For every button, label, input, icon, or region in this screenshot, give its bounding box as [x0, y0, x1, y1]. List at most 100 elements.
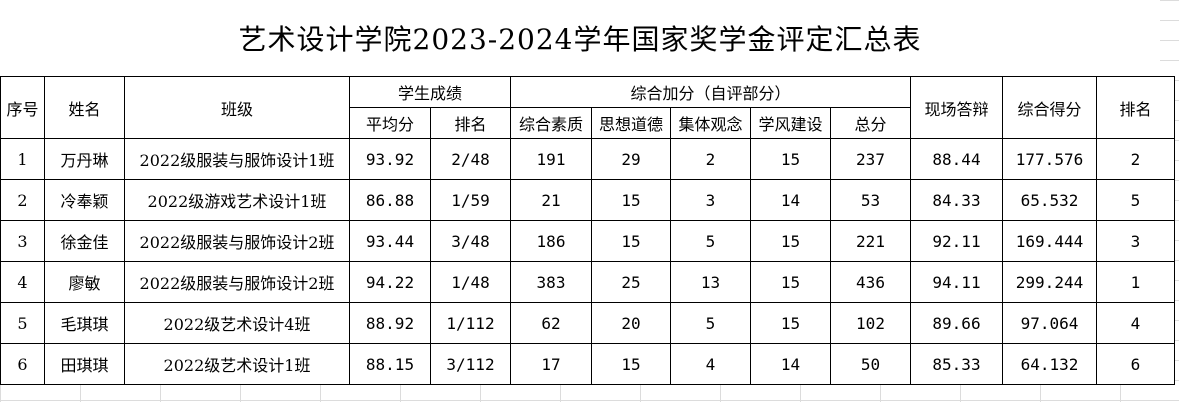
cell-quality[interactable]: 21 [510, 179, 592, 221]
cell-collective[interactable]: 5 [670, 220, 751, 262]
header-bonus-total[interactable]: 总分 [830, 107, 911, 139]
cell-avg-score[interactable]: 88.92 [349, 302, 431, 344]
cell-defense[interactable]: 94.11 [910, 261, 1003, 303]
cell-defense[interactable]: 92.11 [910, 220, 1003, 262]
cell-class[interactable]: 2022级游戏艺术设计1班 [124, 179, 350, 221]
cell-collective[interactable]: 3 [670, 179, 751, 221]
cell-composite[interactable]: 177.576 [1002, 138, 1097, 180]
header-ideology[interactable]: 思想道德 [591, 107, 671, 139]
header-avg-score[interactable]: 平均分 [349, 107, 431, 139]
header-grade-rank[interactable]: 排名 [430, 107, 511, 139]
cell-grade-rank[interactable]: 2/48 [430, 138, 511, 180]
table-row: 2 冷奉颖 2022级游戏艺术设计1班 86.88 1/59 21 15 3 14 53 84.33… [0, 179, 1175, 221]
cell-name[interactable]: 毛琪琪 [44, 302, 125, 344]
cell-avg-score[interactable]: 86.88 [349, 179, 431, 221]
cell-name[interactable]: 徐金佳 [44, 220, 125, 262]
cell-final-rank[interactable]: 4 [1096, 302, 1175, 344]
cell-collective[interactable]: 2 [670, 138, 751, 180]
header-grades-group[interactable]: 学生成绩 [349, 76, 511, 108]
cell-final-rank[interactable]: 5 [1096, 179, 1175, 221]
cell-class[interactable]: 2022级服装与服饰设计1班 [124, 138, 350, 180]
header-seq[interactable]: 序号 [0, 76, 45, 139]
cell-bonus-total[interactable]: 53 [830, 179, 911, 221]
cell-grade-rank[interactable]: 1/48 [430, 261, 511, 303]
cell-grade-rank[interactable]: 1/59 [430, 179, 511, 221]
cell-seq[interactable]: 1 [0, 138, 45, 180]
cell-ideology[interactable]: 25 [591, 261, 671, 303]
cell-study-style[interactable]: 15 [750, 302, 831, 344]
cell-ideology[interactable]: 15 [591, 179, 671, 221]
cell-study-style[interactable]: 14 [750, 179, 831, 221]
cell-collective[interactable]: 13 [670, 261, 751, 303]
cell-grade-rank[interactable]: 1/112 [430, 302, 511, 344]
cell-avg-score[interactable]: 93.92 [349, 138, 431, 180]
cell-composite[interactable]: 65.532 [1002, 179, 1097, 221]
header-final-rank[interactable]: 排名 [1096, 76, 1175, 139]
cell-quality[interactable]: 17 [510, 343, 592, 385]
cell-name[interactable]: 冷奉颖 [44, 179, 125, 221]
cell-quality[interactable]: 383 [510, 261, 592, 303]
cell-avg-score[interactable]: 93.44 [349, 220, 431, 262]
cell-quality[interactable]: 62 [510, 302, 592, 344]
cell-avg-score[interactable]: 88.15 [349, 343, 431, 385]
cell-collective[interactable]: 4 [670, 343, 751, 385]
table-row: 5 毛琪琪 2022级艺术设计4班 88.92 1/112 62 20 5 15 102 89.66… [0, 302, 1175, 344]
cell-seq[interactable]: 4 [0, 261, 45, 303]
cell-grade-rank[interactable]: 3/48 [430, 220, 511, 262]
table-row: 3 徐金佳 2022级服装与服饰设计2班 93.44 3/48 186 15 5 15 221 92… [0, 220, 1175, 262]
cell-composite[interactable]: 299.244 [1002, 261, 1097, 303]
cell-study-style[interactable]: 15 [750, 220, 831, 262]
cell-composite[interactable]: 169.444 [1002, 220, 1097, 262]
cell-quality[interactable]: 191 [510, 138, 592, 180]
cell-study-style[interactable]: 15 [750, 261, 831, 303]
cell-collective[interactable]: 5 [670, 302, 751, 344]
cell-defense[interactable]: 88.44 [910, 138, 1003, 180]
cell-seq[interactable]: 6 [0, 343, 45, 385]
cell-final-rank[interactable]: 3 [1096, 220, 1175, 262]
cell-ideology[interactable]: 15 [591, 343, 671, 385]
sheet-title: 艺术设计学院2023-2024学年国家奖学金评定汇总表 [0, 0, 1160, 76]
cell-ideology[interactable]: 15 [591, 220, 671, 262]
cell-study-style[interactable]: 15 [750, 138, 831, 180]
cell-bonus-total[interactable]: 237 [830, 138, 911, 180]
cell-name[interactable]: 廖敏 [44, 261, 125, 303]
cell-bonus-total[interactable]: 102 [830, 302, 911, 344]
header-study-style[interactable]: 学风建设 [750, 107, 831, 139]
cell-class[interactable]: 2022级艺术设计4班 [124, 302, 350, 344]
cell-composite[interactable]: 97.064 [1002, 302, 1097, 344]
cell-seq[interactable]: 2 [0, 179, 45, 221]
table-row: 4 廖敏 2022级服装与服饰设计2班 94.22 1/48 383 25 13 15 436 94… [0, 261, 1175, 303]
header-name[interactable]: 姓名 [44, 76, 125, 139]
cell-seq[interactable]: 3 [0, 220, 45, 262]
cell-name[interactable]: 田琪琪 [44, 343, 125, 385]
cell-composite[interactable]: 64.132 [1002, 343, 1097, 385]
cell-study-style[interactable]: 14 [750, 343, 831, 385]
cell-seq[interactable]: 5 [0, 302, 45, 344]
cell-avg-score[interactable]: 94.22 [349, 261, 431, 303]
header-composite[interactable]: 综合得分 [1002, 76, 1097, 139]
cell-final-rank[interactable]: 2 [1096, 138, 1175, 180]
cell-defense[interactable]: 84.33 [910, 179, 1003, 221]
header-defense[interactable]: 现场答辩 [910, 76, 1003, 139]
cell-class[interactable]: 2022级艺术设计1班 [124, 343, 350, 385]
cell-class[interactable]: 2022级服装与服饰设计2班 [124, 261, 350, 303]
header-quality[interactable]: 综合素质 [510, 107, 592, 139]
cell-final-rank[interactable]: 6 [1096, 343, 1175, 385]
cell-ideology[interactable]: 29 [591, 138, 671, 180]
cell-final-rank[interactable]: 1 [1096, 261, 1175, 303]
cell-class[interactable]: 2022级服装与服饰设计2班 [124, 220, 350, 262]
cell-quality[interactable]: 186 [510, 220, 592, 262]
cell-grade-rank[interactable]: 3/112 [430, 343, 511, 385]
header-bonus-group[interactable]: 综合加分（自评部分） [510, 76, 911, 108]
cell-ideology[interactable]: 20 [591, 302, 671, 344]
scholarship-table: 序号 姓名 班级 学生成绩 综合加分（自评部分） 现场答辩 综合得分 排名 平均… [0, 76, 1175, 385]
cell-bonus-total[interactable]: 50 [830, 343, 911, 385]
table-row: 1 万丹琳 2022级服装与服饰设计1班 93.92 2/48 191 29 2 15 237 88… [0, 138, 1175, 180]
cell-bonus-total[interactable]: 221 [830, 220, 911, 262]
header-collective[interactable]: 集体观念 [670, 107, 751, 139]
header-class[interactable]: 班级 [124, 76, 350, 139]
cell-defense[interactable]: 89.66 [910, 302, 1003, 344]
cell-defense[interactable]: 85.33 [910, 343, 1003, 385]
cell-bonus-total[interactable]: 436 [830, 261, 911, 303]
cell-name[interactable]: 万丹琳 [44, 138, 125, 180]
